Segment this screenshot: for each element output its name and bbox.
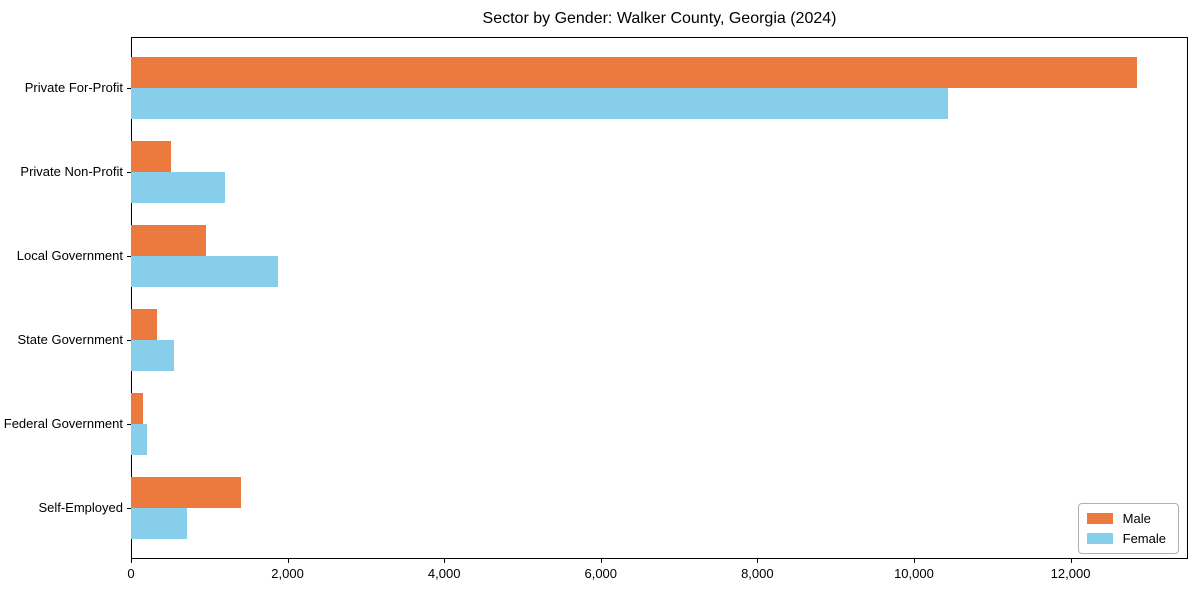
y-category-label: Private For-Profit [24, 80, 123, 95]
plot-area [131, 37, 1188, 559]
y-tick-mark [127, 88, 131, 89]
y-category-label: Self-Employed [38, 500, 123, 515]
x-tick-label: 0 [127, 566, 135, 581]
x-tick-mark [757, 559, 759, 563]
y-category-label: Federal Government [3, 416, 123, 431]
y-tick-mark [127, 172, 131, 173]
y-tick-mark [127, 256, 131, 257]
chart-title: Sector by Gender: Walker County, Georgia… [482, 10, 837, 27]
x-tick-label: 4,000 [427, 566, 461, 581]
y-category-label: Private Non-Profit [20, 164, 123, 179]
legend-swatch-female [1086, 533, 1113, 544]
x-tick-mark [444, 559, 446, 563]
x-tick-mark [287, 559, 289, 563]
y-category-label: State Government [17, 332, 124, 347]
x-tick-mark [131, 559, 132, 563]
legend-item-female: Female [1086, 531, 1166, 546]
legend: Male Female [1077, 503, 1179, 554]
bar-female [131, 256, 278, 287]
legend-label-female: Female [1122, 531, 1166, 546]
x-tick-label: 8,000 [741, 566, 774, 581]
x-tick-mark [913, 559, 915, 563]
x-tick-label: 10,000 [894, 566, 934, 581]
y-tick-mark [127, 424, 131, 425]
bar-male [131, 309, 157, 340]
y-tick-mark [127, 508, 131, 509]
legend-label-male: Male [1122, 511, 1151, 526]
bar-female [131, 508, 187, 539]
bar-female [131, 88, 948, 119]
x-tick-mark [1070, 559, 1072, 563]
x-tick-label: 12,000 [1050, 566, 1091, 581]
legend-item-male: Male [1086, 511, 1166, 526]
y-category-label: Local Government [16, 248, 123, 263]
bar-female [131, 172, 225, 203]
x-tick-label: 6,000 [584, 566, 618, 581]
bar-female [131, 340, 174, 371]
bar-female [131, 424, 147, 455]
bar-male [131, 57, 1137, 88]
legend-swatch-male [1086, 513, 1113, 524]
x-tick-mark [600, 559, 602, 563]
bar-male [131, 225, 206, 256]
bar-male [131, 141, 171, 172]
x-tick-label: 2,000 [271, 566, 304, 581]
bar-male [131, 477, 241, 508]
y-tick-mark [127, 340, 131, 341]
bar-male [131, 393, 143, 424]
